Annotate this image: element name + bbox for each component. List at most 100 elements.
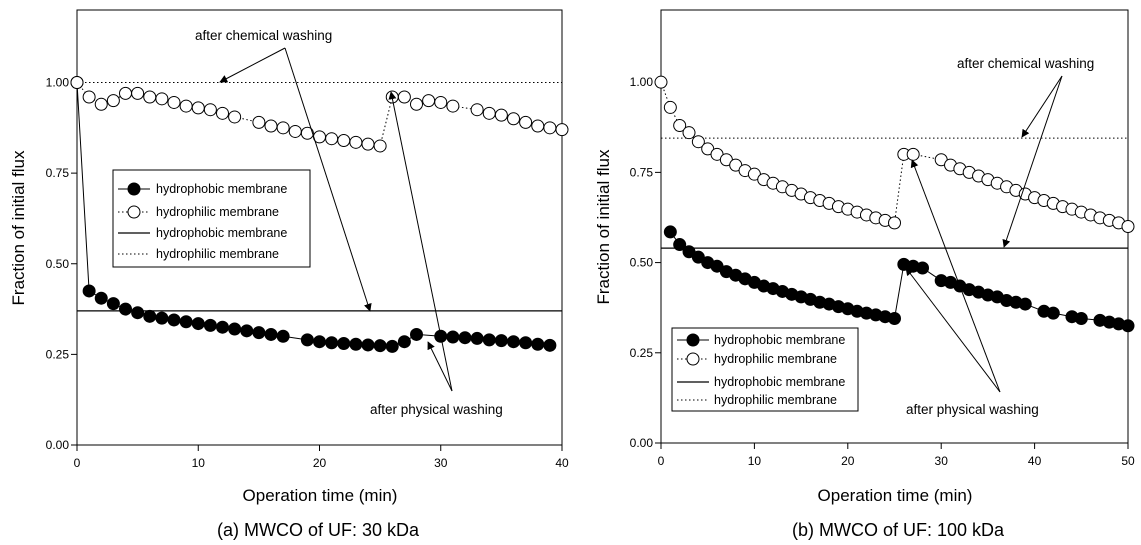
series-b (654, 75, 1135, 333)
data-point-hydrophilic (543, 121, 557, 135)
data-point-hydrophilic (531, 119, 545, 133)
data-point-hydrophilic (682, 126, 696, 140)
y-tick-label: 0.00 (630, 436, 654, 450)
data-point-hydrophobic (373, 339, 387, 353)
legend-label: hydrophobic membrane (156, 182, 287, 196)
data-point-hydrophobic (131, 306, 145, 320)
annotation-arrow (284, 47, 372, 312)
data-point-hydrophilic (361, 137, 375, 151)
x-tick-label: 20 (313, 456, 327, 470)
legend-box-a (112, 169, 311, 268)
data-point-hydrophobic (155, 311, 169, 325)
data-point-hydrophilic (555, 123, 569, 137)
data-point-hydrophilic (906, 147, 920, 161)
x-tick-label: 20 (841, 454, 855, 468)
data-point-hydrophilic (434, 95, 448, 109)
caption-a: (a) MWCO of UF: 30 kDa (217, 520, 420, 540)
data-point-hydrophilic (519, 115, 533, 129)
data-point-hydrophilic (288, 124, 302, 138)
data-point-hydrophobic (240, 324, 254, 338)
data-point-hydrophobic (1121, 319, 1135, 333)
x-tick-label: 40 (1028, 454, 1042, 468)
x-tick-label: 30 (935, 454, 949, 468)
legend-label: hydrophobic membrane (156, 226, 287, 240)
data-point-hydrophilic (228, 110, 242, 124)
data-point-hydrophilic (337, 134, 351, 147)
annotation-arrow (388, 91, 453, 392)
annotation-arrow (427, 341, 453, 392)
data-point-hydrophilic (673, 118, 687, 132)
annotation-chemical-washing: after chemical washing (957, 56, 1094, 71)
data-point-hydrophilic (82, 90, 96, 104)
y-axis-label-a: Fraction of initial flux (9, 150, 28, 305)
data-point-hydrophilic (119, 86, 132, 100)
data-point-hydrophilic (482, 106, 496, 120)
data-point-hydrophobic (300, 333, 314, 347)
data-point-hydrophobic (410, 327, 423, 341)
chart-panel-b: 0 10 20 30 40 50 0.00 0.25 0.50 0.75 1.00 hydropho… (594, 9, 1135, 540)
annotations-b: after chemical washing after physical wa… (905, 56, 1094, 417)
data-point-hydrophilic (470, 103, 484, 117)
data-point-hydrophobic (94, 291, 108, 305)
annotation-arrow (1002, 75, 1063, 248)
data-point-hydrophilic (143, 90, 157, 104)
data-point-hydrophobic (337, 337, 351, 350)
data-point-hydrophobic (349, 337, 363, 351)
caption-b: (b) MWCO of UF: 100 kDa (792, 520, 1005, 540)
data-point-hydrophilic (410, 97, 423, 111)
x-axis-label-b: Operation time (min) (818, 486, 973, 505)
legend-marker-filled (127, 182, 141, 196)
data-point-hydrophilic (70, 76, 84, 89)
data-point-hydrophilic (94, 97, 108, 111)
data-point-hydrophobic (673, 238, 687, 252)
data-point-hydrophilic (276, 121, 290, 135)
x-tick-label: 10 (192, 456, 206, 470)
data-point-hydrophilic (422, 94, 436, 108)
data-point-hydrophilic (397, 90, 411, 104)
legend-box-b (671, 327, 859, 412)
legend-a: hydrophobic membrane hydrophilic membran… (112, 169, 311, 268)
series-a (70, 76, 569, 353)
data-point-hydrophobic (179, 315, 193, 329)
annotation-arrow (905, 267, 1001, 393)
y-tick-label: 0.00 (46, 438, 70, 452)
y-tick-label: 0.50 (46, 257, 70, 271)
data-point-hydrophobic (531, 337, 545, 351)
annotation-arrow (219, 47, 286, 83)
data-point-hydrophilic (106, 94, 120, 108)
data-point-hydrophobic (203, 318, 217, 332)
legend-label: hydrophilic membrane (714, 352, 837, 366)
x-tick-label: 30 (434, 456, 448, 470)
data-point-hydrophobic (482, 333, 496, 347)
data-point-hydrophilic (300, 126, 314, 140)
x-axis-label-a: Operation time (min) (243, 486, 398, 505)
legend-marker-open (686, 352, 700, 366)
reference-lines-a (77, 82, 562, 312)
data-point-hydrophilic (252, 115, 266, 129)
data-point-hydrophobic (252, 326, 266, 340)
data-point-hydrophobic (143, 309, 157, 323)
data-point-hydrophobic (543, 338, 557, 352)
legend-marker-filled (686, 333, 700, 347)
data-point-hydrophilic (216, 106, 229, 120)
data-point-hydrophilic (155, 92, 169, 106)
data-point-hydrophobic (916, 261, 930, 275)
annotation-chemical-washing: after chemical washing (195, 28, 332, 43)
data-point-hydrophilic (888, 216, 901, 230)
data-point-hydrophilic (507, 112, 520, 126)
data-point-hydrophilic (494, 108, 508, 122)
data-point-hydrophobic (888, 312, 901, 326)
data-point-hydrophilic (446, 99, 460, 113)
data-point-hydrophobic (82, 284, 96, 298)
data-point-hydrophilic (264, 119, 278, 133)
x-tick-label: 0 (74, 456, 81, 470)
data-point-hydrophilic (179, 99, 193, 113)
annotation-arrow (910, 159, 1001, 393)
data-point-hydrophobic (494, 334, 508, 348)
y-tick-label: 0.25 (630, 346, 654, 360)
data-point-hydrophobic (446, 330, 460, 344)
data-point-hydrophobic (1018, 297, 1032, 311)
annotations-a: after chemical washing after physical wa… (195, 28, 503, 417)
legend-label: hydrophobic membrane (714, 375, 845, 389)
